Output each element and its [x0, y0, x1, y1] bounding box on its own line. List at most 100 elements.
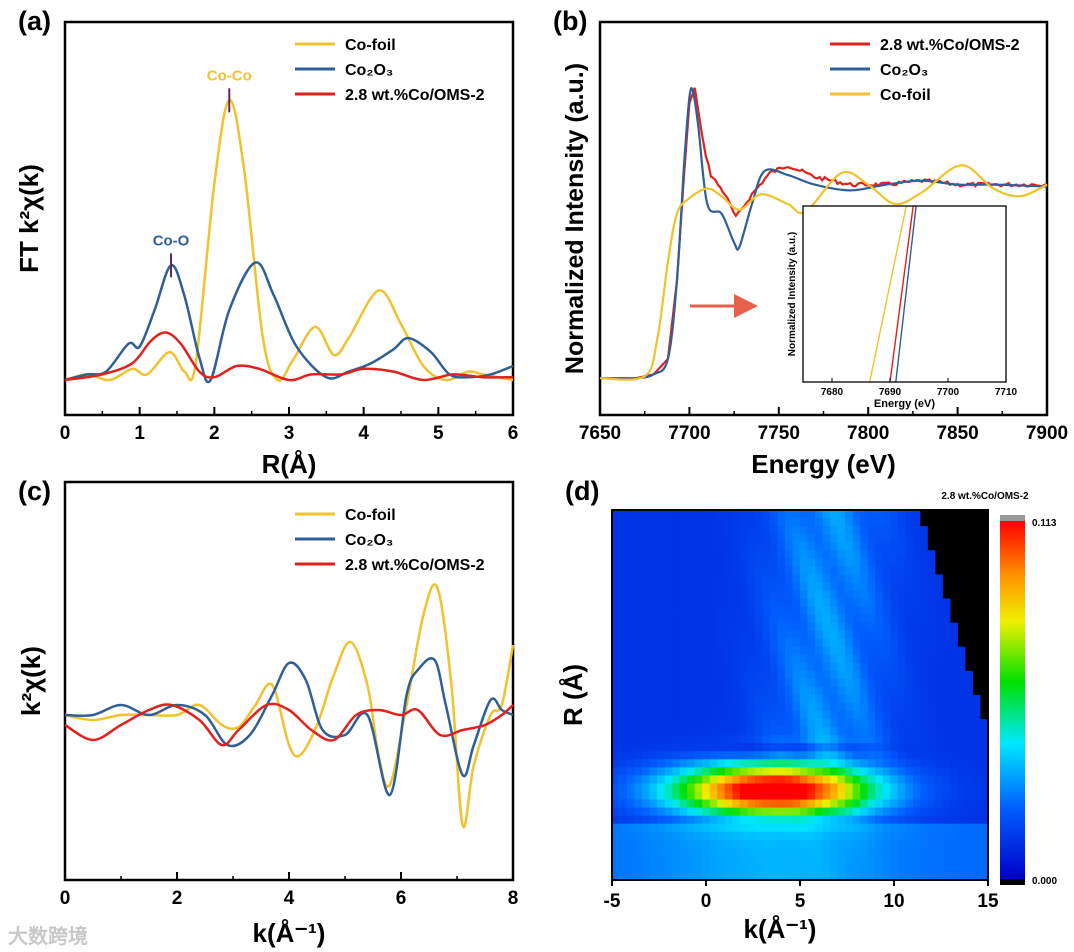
heatmap-cell	[732, 799, 741, 809]
heatmap-cell	[942, 871, 951, 881]
heatmap-cell	[627, 759, 636, 768]
heatmap-cell	[927, 807, 936, 817]
heatmap-cell	[875, 590, 884, 600]
heatmap-cell	[709, 847, 718, 857]
heatmap-cell	[784, 695, 794, 704]
heatmap-cell	[769, 574, 779, 583]
heatmap-cell	[649, 662, 658, 672]
y-axis-label: Normalized Intensity (a.u.)	[561, 63, 589, 374]
heatmap-cell	[679, 614, 688, 624]
heatmap-cell	[687, 871, 696, 881]
heatmap-cell	[702, 767, 711, 777]
heatmap-cell	[972, 606, 982, 616]
heatmap-cell	[897, 839, 906, 849]
plot-frame	[63, 480, 515, 882]
heatmap-cell	[890, 646, 899, 656]
heatmap-cell	[747, 534, 756, 543]
heatmap-cell	[927, 534, 936, 543]
heatmap-cell	[762, 614, 771, 624]
heatmap-cell	[619, 566, 628, 575]
heatmap-cell	[800, 751, 809, 760]
heatmap-cell	[927, 863, 936, 873]
heatmap-cell	[709, 566, 718, 575]
heatmap-cell	[784, 622, 794, 632]
heatmap-cell	[860, 622, 869, 632]
heatmap-cell	[642, 719, 651, 728]
heatmap-cell	[957, 831, 967, 841]
heatmap-cell	[612, 686, 621, 696]
y-axis-label: R (Å)	[558, 664, 588, 726]
heatmap-cell	[972, 735, 982, 744]
heatmap-cell	[709, 807, 718, 817]
heatmap-cell	[642, 566, 651, 575]
heatmap-cell	[957, 783, 967, 793]
heatmap-cell	[634, 863, 643, 873]
heatmap-cell	[612, 799, 621, 809]
heatmap-cell	[920, 534, 929, 543]
heatmap-cell	[747, 847, 756, 857]
heatmap-cell	[672, 518, 681, 527]
heatmap-cell	[702, 686, 711, 696]
heatmap-cell	[664, 863, 673, 873]
heatmap-cell	[679, 743, 688, 752]
heatmap-cell	[852, 630, 861, 640]
heatmap-cell	[612, 767, 621, 777]
heatmap-cell	[657, 678, 666, 688]
heatmap-cell	[815, 526, 824, 535]
heatmap-cell	[784, 719, 794, 728]
heatmap-cell	[957, 791, 967, 801]
heatmap-cell	[634, 518, 643, 527]
heatmap-cell	[612, 807, 621, 817]
heatmap-cell	[815, 678, 824, 688]
heatmap-cell	[882, 815, 891, 825]
heatmap-cell	[769, 871, 779, 881]
heatmap-cell	[860, 743, 869, 752]
heatmap-cell	[807, 638, 816, 648]
heatmap-cell	[672, 751, 681, 760]
heatmap-cell	[687, 863, 696, 873]
heatmap-cell	[732, 703, 741, 712]
heatmap-cell	[724, 646, 733, 656]
colorbar-overflow	[1000, 515, 1025, 521]
heatmap-cell	[687, 606, 696, 616]
heatmap-cell	[627, 590, 636, 600]
heatmap-cell	[905, 518, 914, 527]
heatmap-cell	[627, 550, 636, 559]
heatmap-cell	[845, 815, 854, 825]
heatmap-cell	[927, 582, 936, 592]
heatmap-cell	[927, 662, 936, 672]
heatmap-cell	[784, 863, 794, 873]
heatmap-cell	[702, 558, 711, 567]
heatmap-cell	[724, 566, 733, 575]
heatmap-cell	[942, 550, 951, 559]
heatmap-cell	[709, 799, 718, 809]
heatmap-cell	[649, 711, 658, 720]
heatmap-cell	[784, 823, 794, 833]
heatmap-cell	[634, 823, 643, 833]
heatmap-cell	[717, 518, 726, 527]
heatmap-cell	[777, 622, 786, 632]
inset-series-line-0	[869, 205, 907, 383]
heatmap-cell	[649, 518, 658, 527]
x-tick-label: 5	[795, 891, 806, 912]
heatmap-cell	[792, 807, 801, 817]
heatmap-cell	[657, 622, 666, 632]
heatmap-cell	[860, 767, 869, 777]
heatmap-cell	[762, 630, 771, 640]
heatmap-cell	[709, 719, 718, 728]
heatmap-cell	[852, 614, 861, 624]
heatmap-cell	[815, 727, 824, 736]
heatmap-cell	[950, 542, 959, 551]
heatmap-cell	[942, 775, 951, 785]
heatmap-cell	[634, 622, 643, 632]
heatmap-cell	[612, 847, 621, 857]
heatmap-cell	[634, 670, 643, 680]
heatmap-cell	[777, 719, 786, 728]
heatmap-cell	[875, 703, 884, 712]
heatmap-cell	[619, 526, 628, 535]
heatmap-cell	[694, 550, 703, 559]
heatmap-cell	[920, 727, 929, 736]
heatmap-cell	[912, 767, 921, 777]
heatmap-cell	[792, 654, 801, 664]
